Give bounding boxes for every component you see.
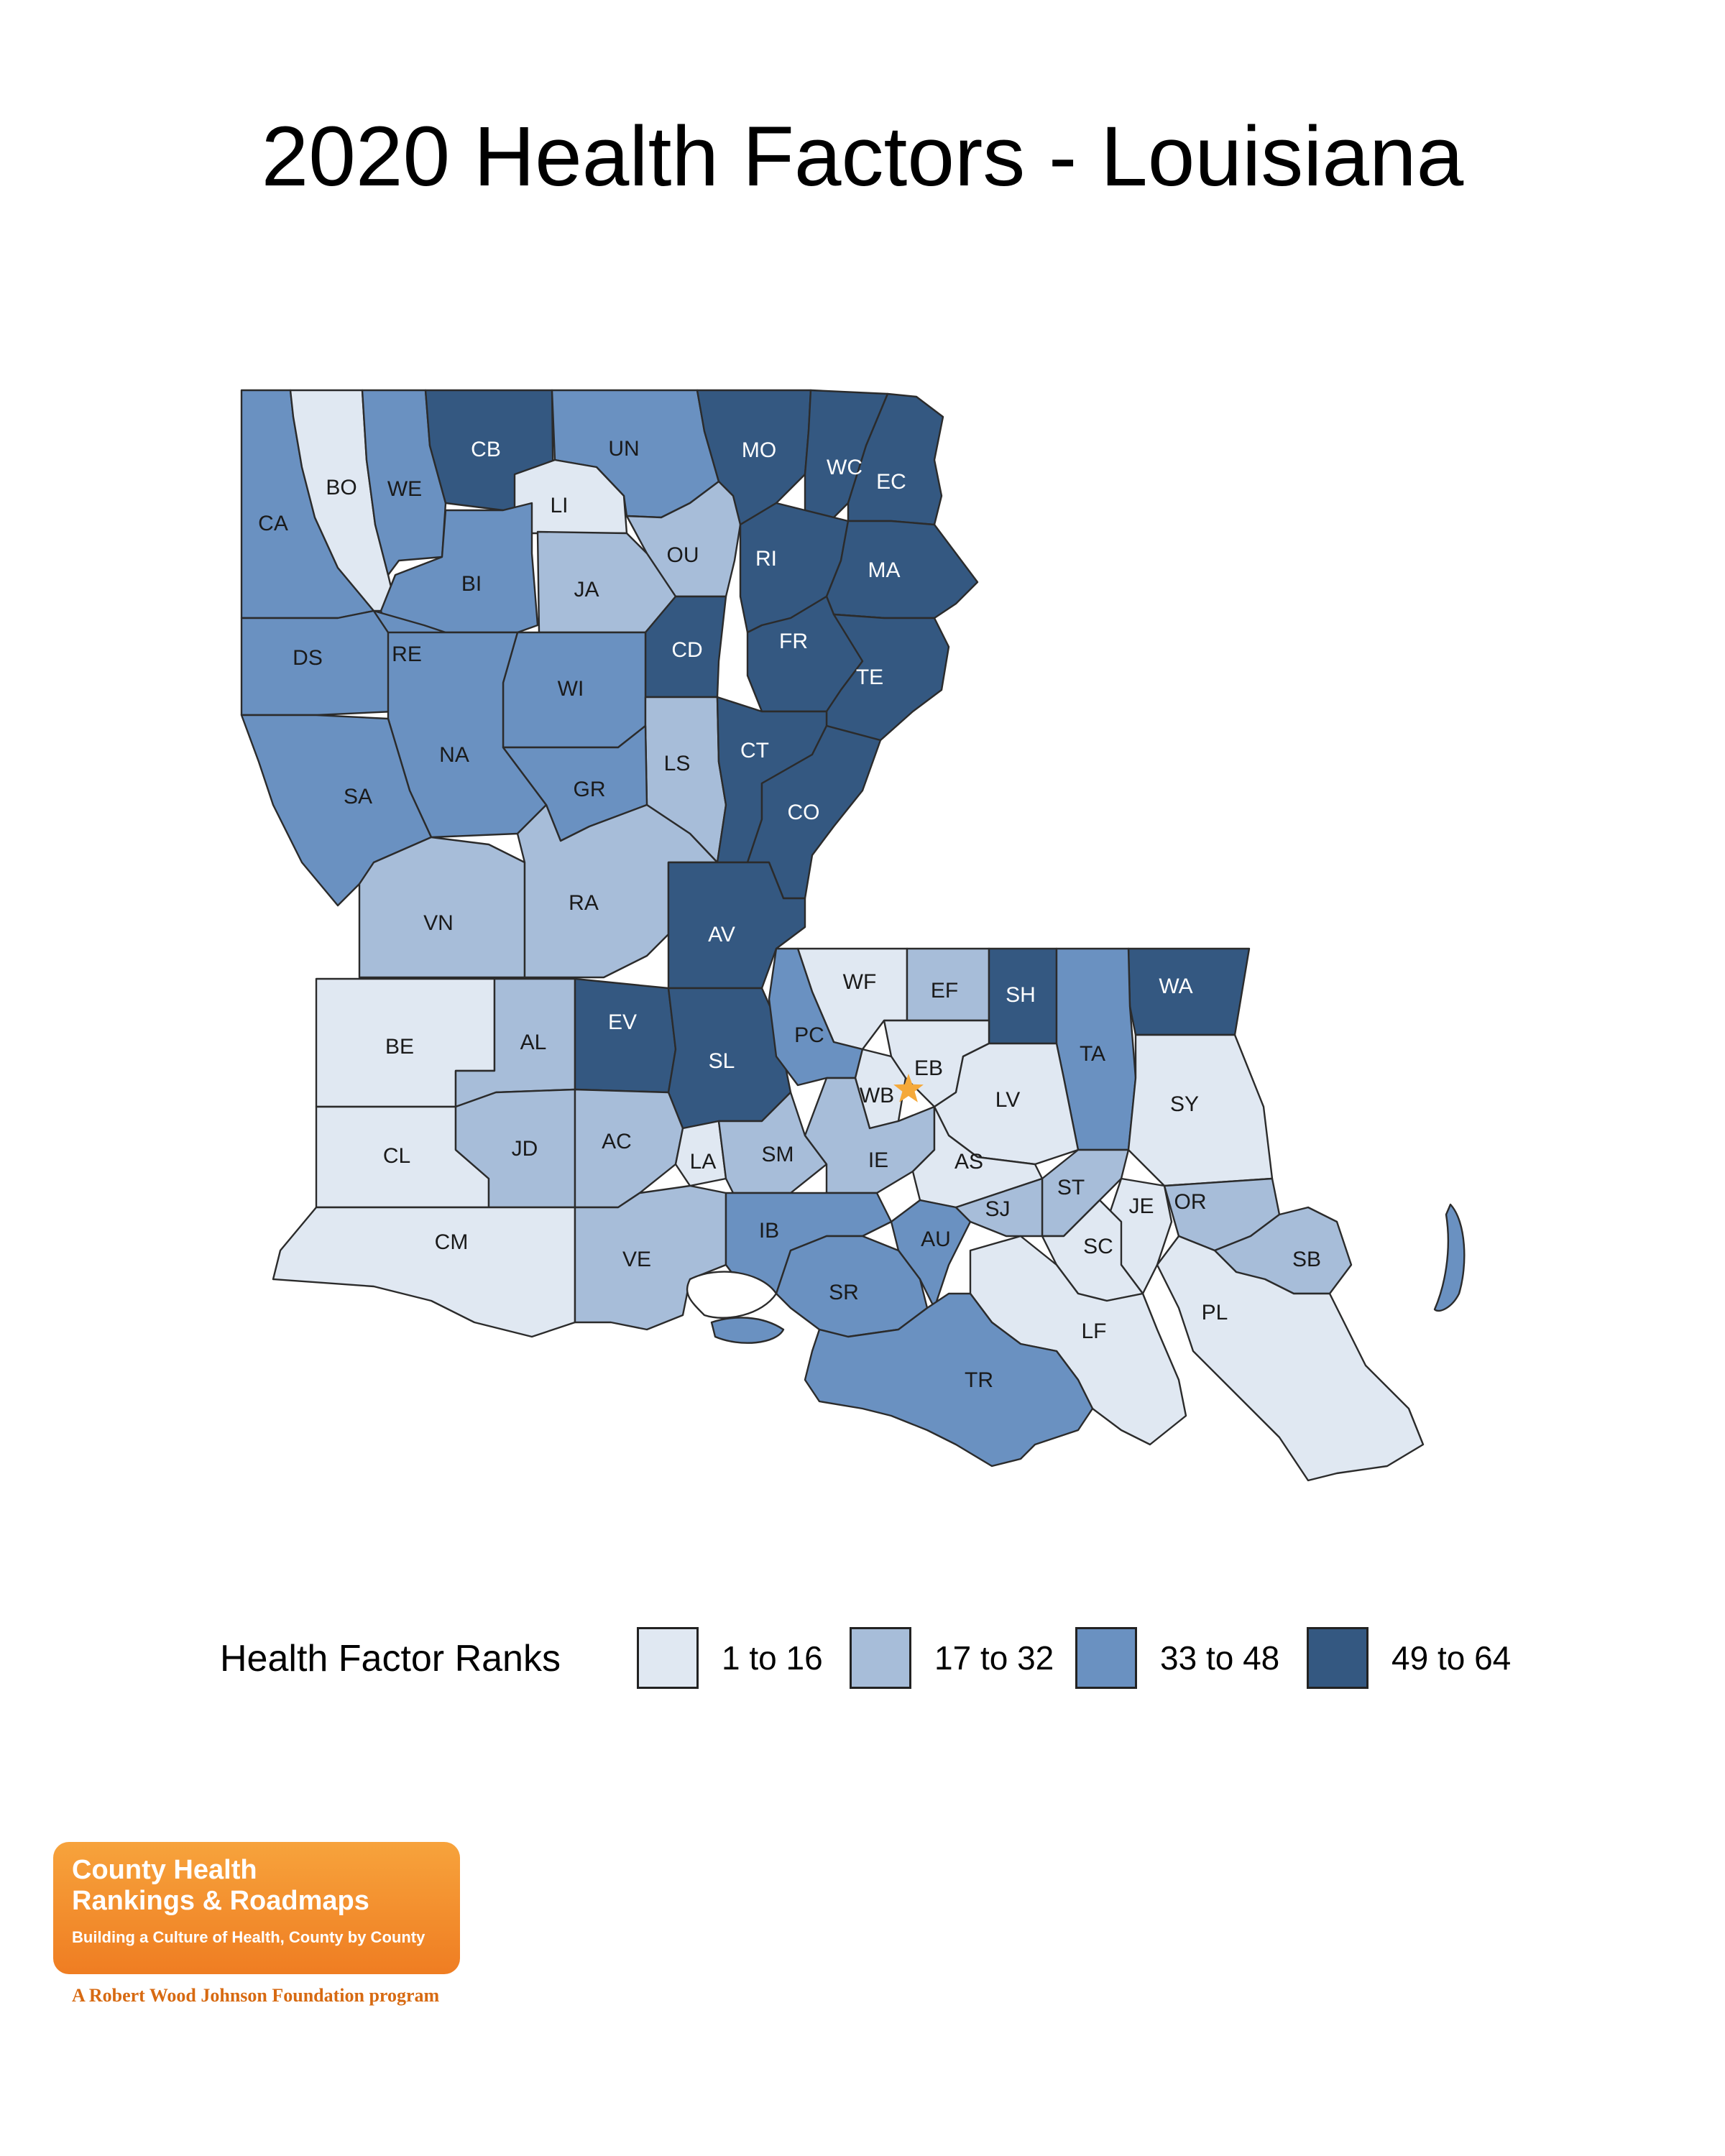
parish-label-bo: BO [326, 476, 356, 499]
parish-label-te: TE [856, 665, 883, 689]
legend-swatch-3 [1075, 1627, 1137, 1689]
parish-label-ib: IB [759, 1219, 779, 1243]
parish-label-wf: WF [843, 970, 877, 994]
parish-label-be: BE [385, 1035, 414, 1059]
parish-label-sl: SL [709, 1049, 735, 1073]
parish-label-cb: CB [471, 438, 501, 461]
parish-te [825, 613, 950, 742]
parish-label-cd: CD [671, 638, 702, 662]
parish-label-wb: WB [860, 1084, 894, 1107]
parish-label-sc: SC [1083, 1235, 1113, 1258]
parish-label-un: UN [608, 437, 639, 461]
parish-sy [1127, 1033, 1274, 1187]
parish-label-ma: MA [868, 558, 901, 582]
parish-label-pl: PL [1202, 1301, 1228, 1325]
county-health-rankings-logo: County Health Rankings & Roadmaps Buildi… [53, 1842, 460, 1974]
parish-label-ac: AC [602, 1130, 632, 1153]
parish-label-ev: EV [608, 1010, 637, 1034]
parish-label-ou: OU [667, 543, 699, 567]
parish-label-fr: FR [779, 630, 808, 653]
parish-pl [1156, 1235, 1425, 1482]
map-title: 2020 Health Factors - Louisiana [261, 109, 1464, 204]
parish-label-jd: JD [512, 1137, 538, 1161]
parish-label-ve: VE [622, 1248, 651, 1271]
parish-cm [272, 1206, 576, 1338]
parish-label-lv: LV [995, 1088, 1020, 1112]
logo-tagline: Building a Culture of Health, County by … [72, 1928, 426, 1946]
parish-ma [825, 520, 979, 619]
legend-label-3: 33 to 48 [1160, 1639, 1280, 1677]
parish-label-or: OR [1174, 1190, 1207, 1214]
parish-tr [804, 1292, 1094, 1468]
parish-label-mo: MO [742, 438, 776, 462]
parish-label-st: ST [1057, 1176, 1085, 1199]
parish-label-bi: BI [461, 572, 482, 596]
parish-label-wi: WI [558, 677, 584, 701]
parish-label-ec: EC [876, 470, 906, 494]
parish-ev [574, 977, 677, 1094]
logo-line-2: Rankings & Roadmaps [72, 1886, 369, 1916]
parish-label-av: AV [708, 923, 735, 946]
parish-label-ri: RI [755, 547, 777, 571]
parish-ve [574, 1184, 727, 1331]
parish-label-sj: SJ [985, 1197, 1010, 1221]
parish-label-re: RE [392, 642, 422, 666]
parish-label-sb: SB [1292, 1248, 1321, 1271]
parish-label-ta: TA [1080, 1042, 1105, 1066]
parish-label-ie: IE [868, 1148, 888, 1172]
parish-label-ls: LS [664, 752, 691, 775]
parish-label-ef: EF [931, 979, 958, 1003]
legend-swatch-4 [1307, 1627, 1368, 1689]
island-shape [710, 1317, 785, 1344]
bay-shape [686, 1271, 778, 1319]
parish-label-al: AL [520, 1031, 547, 1054]
parish-label-ja: JA [574, 578, 599, 602]
parish-label-as: AS [954, 1150, 983, 1174]
legend-label-1: 1 to 16 [722, 1639, 823, 1677]
parish-label-sr: SR [829, 1281, 859, 1304]
parish-label-ct: CT [740, 739, 769, 763]
parish-av [667, 861, 806, 990]
parish-vn [358, 836, 526, 979]
legend-label-2: 17 to 32 [934, 1639, 1054, 1677]
parish-label-au: AU [921, 1227, 951, 1251]
parish-label-vn: VN [423, 911, 454, 935]
parish-label-sy: SY [1170, 1092, 1199, 1116]
parish-label-li: LI [550, 494, 568, 517]
parish-label-cm: CM [435, 1230, 469, 1254]
parish-label-ca: CA [258, 512, 288, 535]
parish-label-cl: CL [383, 1144, 410, 1168]
parish-label-wa: WA [1159, 975, 1192, 998]
parish-ra [516, 803, 719, 979]
parish-label-je: JE [1128, 1194, 1154, 1218]
barrier-island-shape [1433, 1203, 1466, 1312]
parish-label-ds: DS [293, 646, 323, 670]
legend-swatch-1 [637, 1627, 699, 1689]
parish-label-gr: GR [574, 778, 606, 801]
legend-swatch-2 [850, 1627, 911, 1689]
star-icon [893, 1074, 924, 1102]
legend-title: Health Factor Ranks [220, 1638, 561, 1680]
parish-label-tr: TR [965, 1368, 993, 1392]
parish-label-we: WE [387, 477, 422, 501]
parish-label-wc: WC [827, 456, 862, 479]
parish-label-na: NA [439, 743, 469, 767]
parish-label-sh: SH [1006, 983, 1036, 1007]
logo-subtitle: A Robert Wood Johnson Foundation program [72, 1985, 440, 2006]
parish-label-co: CO [788, 801, 820, 824]
parish-label-pc: PC [794, 1023, 824, 1047]
legend-label-4: 49 to 64 [1392, 1639, 1512, 1677]
parish-label-sa: SA [344, 785, 372, 808]
parish-label-eb: EB [914, 1056, 943, 1080]
parish-label-la: LA [690, 1150, 717, 1174]
louisiana-parish-map: CA BO WE CB UN MO WC EC LI OU RI MA BI JA DS RE CD FR TE WI… [240, 389, 1466, 1482]
parish-label-sm: SM [762, 1143, 794, 1166]
parish-sr [775, 1235, 929, 1338]
parish-label-lf: LF [1081, 1319, 1106, 1343]
parish-label-ra: RA [569, 891, 599, 915]
logo-line-1: County Health [72, 1855, 257, 1885]
